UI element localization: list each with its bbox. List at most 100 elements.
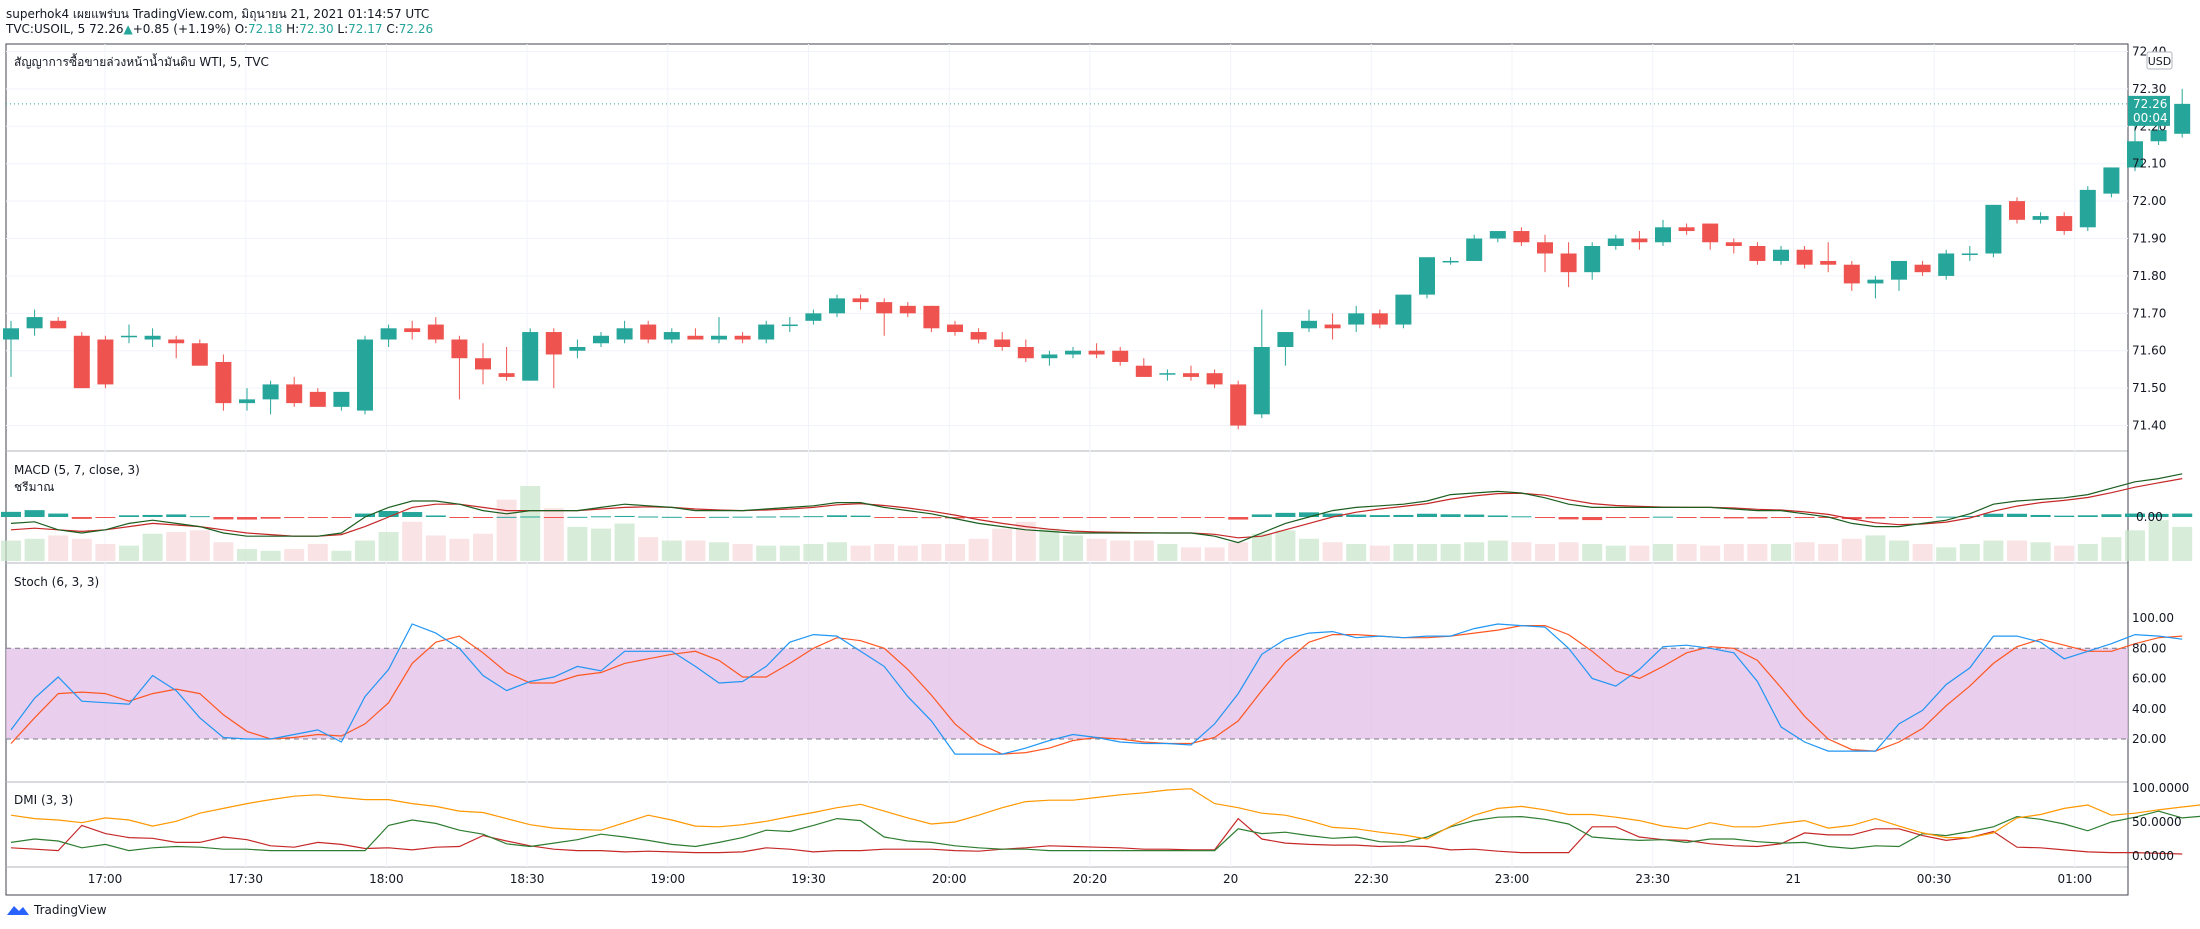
volume-bar (2030, 542, 2051, 561)
volume-bar (2077, 543, 2098, 561)
price-tick-label: 71.50 (2132, 381, 2166, 395)
candle-body (215, 361, 232, 404)
candle-body (26, 317, 43, 329)
stoch-tick-label: 80.00 (2132, 641, 2166, 655)
macd-hist-bar (24, 510, 45, 517)
macd-tick-label: 0.00 (2136, 510, 2163, 524)
macd-hist-bar (2148, 513, 2169, 517)
volume-bar (284, 549, 305, 561)
currency-badge[interactable] (2146, 51, 2173, 70)
macd-hist-bar (638, 516, 659, 518)
volume-bar (1959, 543, 1980, 561)
price-tick-label: 72.10 (2132, 157, 2166, 171)
candle-body (923, 305, 940, 329)
candle-body (380, 328, 397, 340)
macd-hist-bar (1487, 515, 1508, 517)
macd-hist-bar (1700, 517, 1721, 519)
macd-hist-bar (661, 516, 682, 518)
candlesticks (3, 88, 2191, 430)
macd-hist-bar (1841, 517, 1862, 520)
candle-body (970, 332, 987, 340)
volume-bar (1039, 528, 1060, 561)
candle-body (1230, 384, 1247, 426)
last-price-badge (2128, 95, 2170, 126)
volume-bar (1417, 543, 1437, 561)
macd-hist-bar (1275, 512, 1296, 517)
volume-bar (803, 543, 824, 561)
candle-body (876, 302, 893, 314)
currency-label: USD (2148, 55, 2172, 68)
volume-bar (166, 532, 187, 561)
macd-hist-bar (1039, 517, 1060, 518)
stoch-band (6, 647, 2128, 740)
volume-bar (1818, 543, 1839, 561)
candle-body (191, 343, 208, 366)
candle-body (121, 335, 137, 338)
volume-bar (1511, 542, 1532, 561)
time-tick-label: 17:00 (88, 872, 123, 886)
macd-pane-title: MACD (5, 7, close, 3) (14, 463, 140, 477)
publish-info: superhok4 เผยแพร่บน TradingView.com, มิถ… (6, 7, 430, 21)
time-tick-label: 17:30 (228, 872, 263, 886)
macd-hist-bar (2172, 513, 2193, 517)
time-tick-label: 20:20 (1073, 872, 1108, 886)
volume-bar (24, 538, 45, 561)
volume-bar (402, 521, 423, 561)
macd-hist-bar (1251, 514, 1272, 517)
volume-bar (213, 542, 234, 561)
volume-bar (1063, 535, 1083, 561)
macd-line (10, 473, 2183, 544)
macd-hist-bar (2007, 513, 2027, 517)
macd-hist-bar (1157, 517, 1178, 518)
volume-bar (71, 538, 92, 561)
macd-hist-bar (1605, 517, 1626, 519)
stoch-pane-title: Stoch (6, 3, 3) (14, 575, 99, 589)
candle-body (781, 324, 798, 327)
macd-hist-bar (2101, 514, 2122, 517)
volume-bar (567, 526, 588, 561)
volume-bar (1346, 543, 1367, 561)
candle-body (286, 384, 303, 404)
volume-bar (1747, 543, 1768, 561)
volume-bar (968, 538, 989, 561)
time-tick-label: 01:00 (2058, 872, 2093, 886)
tradingview-logo[interactable]: TradingView (6, 903, 107, 917)
symbol-label: TVC:USOIL, 5 (6, 22, 86, 36)
stoch-tick-label: 60.00 (2132, 672, 2166, 686)
macd-hist-bar (2030, 514, 2051, 517)
macd-hist-bar (2077, 515, 2098, 517)
volume-bar (355, 540, 375, 561)
price-tick-label: 71.40 (2132, 419, 2166, 433)
dmi-tick-label: 100.0000 (2132, 781, 2189, 795)
candle-body (2127, 141, 2143, 168)
volume-bar (1110, 540, 1131, 561)
volume-bar (1181, 547, 1201, 561)
candle-body (640, 324, 657, 340)
candle-body (1159, 373, 1176, 375)
volume-bar (661, 540, 682, 561)
volume-bar (1794, 542, 1815, 561)
time-tick-label: 18:30 (510, 872, 545, 886)
stoch-k-line (10, 623, 2183, 755)
candle-body (758, 324, 775, 340)
volume-bar (142, 533, 163, 561)
candle-body (1112, 350, 1129, 362)
volume-bar (1582, 543, 1603, 561)
volume-bar (1015, 521, 1036, 561)
volume-bar (1, 540, 21, 561)
volume-bar (1629, 545, 1650, 561)
macd-hist-bar (1063, 517, 1083, 518)
volume-bar (2101, 537, 2122, 561)
volume-bar (378, 532, 399, 561)
macd-hist-bar (1794, 517, 1815, 519)
volume-bar (1487, 540, 1508, 561)
candle-body (50, 320, 67, 329)
volume-bar (1653, 543, 1673, 561)
indicator-lines (6, 103, 2200, 855)
macd-hist-bar (945, 517, 965, 519)
candle-body (994, 339, 1011, 347)
candle-body (498, 373, 515, 377)
macd-hist-bar (1369, 515, 1390, 517)
candle-body (1938, 253, 1955, 276)
